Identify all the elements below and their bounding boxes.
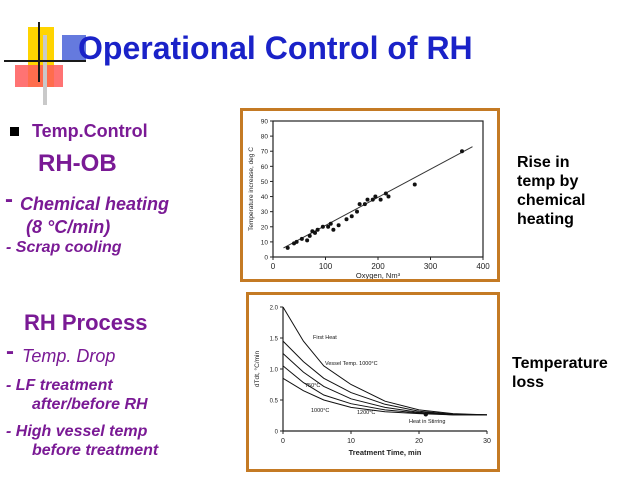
x-tick-label: 10: [347, 438, 355, 445]
y-tick-label: 40: [261, 194, 269, 201]
data-point: [328, 221, 333, 226]
data-point: [331, 227, 336, 232]
data-point: [299, 236, 304, 241]
y-tick-label: 0: [275, 430, 279, 436]
data-point: [373, 194, 378, 199]
y-tick-label: 1.0: [270, 368, 279, 374]
y-tick-label: 1.5: [270, 337, 279, 343]
heating-rate: (8 °C/min): [26, 217, 111, 237]
y-tick-label: 60: [261, 164, 269, 171]
bullet-icon: [10, 127, 19, 136]
data-point: [365, 197, 370, 202]
x-tick-label: 300: [424, 262, 438, 271]
temp-drop-dash: -: [6, 338, 14, 365]
data-point: [460, 149, 464, 154]
lf-treatment-line2: after/before RH: [32, 396, 148, 413]
high-vessel-line1: - High vessel temp: [6, 423, 148, 440]
y-tick-label: 50: [261, 179, 269, 186]
data-point: [336, 223, 341, 228]
y-axis-label: Temperature increase, deg C: [248, 147, 255, 231]
curve-annotation: 1000°C: [311, 408, 329, 414]
y-tick-label: 90: [261, 119, 269, 126]
series-curve: [282, 340, 488, 416]
data-point: [320, 224, 325, 229]
data-point: [383, 191, 388, 196]
y-tick-label: 30: [261, 209, 269, 216]
rise-label-line4: heating: [517, 211, 574, 228]
y-tick-label: 80: [261, 134, 269, 141]
curve-annotation: Heat in Stirring: [409, 419, 445, 425]
data-point: [285, 245, 290, 250]
y-tick-label: 2.0: [270, 306, 279, 312]
temperature-loss-chart: 0 10 20 30 0 0.5 1.0 1.5 2.0 Treatment Time, min d…: [253, 306, 491, 458]
curve-annotation: 1200°C: [357, 410, 375, 416]
y-tick-label: 0: [264, 255, 268, 262]
data-point: [412, 182, 417, 187]
x-tick-label: 400: [476, 262, 490, 271]
oxygen-temperature-chart: 0 100 200 300 400 0 10 20 30 40 50 60 70 80 90 Oxygen, …: [248, 119, 490, 281]
y-tick-label: 10: [261, 239, 269, 246]
x-tick-label: 200: [371, 262, 385, 271]
x-tick-label: 0: [281, 438, 285, 445]
series-curve: [282, 377, 487, 416]
data-point: [386, 194, 391, 199]
chem-heating-dash: -: [5, 186, 13, 213]
chem-heating-text: Chemical heating: [20, 194, 170, 214]
data-point: [357, 202, 362, 207]
rise-label-line1: Rise in: [517, 154, 570, 171]
data-point: [315, 227, 320, 232]
data-point: [313, 230, 317, 235]
scrap-cooling: - Scrap cooling: [6, 239, 122, 256]
data-point: [326, 224, 331, 229]
corner-decoration-bar: [43, 35, 47, 105]
rh-process-label: RH Process: [24, 310, 148, 335]
loss-label-line1: Temperature: [512, 355, 608, 372]
y-tick-label: 70: [261, 149, 269, 156]
temp-control-label: Temp.Control: [32, 121, 148, 141]
corner-decoration-blue: [62, 35, 86, 61]
loss-label-line2: loss: [512, 374, 545, 391]
corner-decoration-line: [4, 60, 86, 62]
x-tick-label: 30: [483, 438, 491, 445]
data-point: [349, 214, 354, 219]
x-tick-label: 0: [271, 262, 276, 271]
rh-ob-label: RH-OB: [38, 150, 117, 177]
data-point: [344, 217, 349, 222]
data-point: [307, 233, 312, 238]
data-point: [378, 197, 383, 202]
y-axis-label: dTdt, °C/min: [253, 351, 261, 388]
stirring-marker: [423, 412, 428, 417]
x-tick-label: 100: [319, 262, 333, 271]
data-point: [355, 209, 359, 214]
rise-label-line2: temp by: [517, 173, 579, 190]
rise-label-line3: chemical: [517, 192, 586, 209]
chart-frame-oxygen: 0 100 200 300 400 0 10 20 30 40 50 60 70 80 90 Oxygen, …: [240, 108, 500, 282]
data-point: [294, 239, 299, 244]
y-tick-label: 0.5: [270, 399, 279, 405]
data-point: [370, 197, 375, 202]
data-point: [362, 202, 367, 207]
y-tick-label: 20: [261, 224, 269, 231]
curve-annotation: Vessel Temp. 1000°C: [325, 361, 378, 367]
series-curve: [282, 353, 488, 416]
slide-title: Operational Control of RH: [78, 30, 473, 66]
high-vessel-line2: before treatment: [32, 442, 159, 459]
lf-treatment-line1: - LF treatment: [6, 377, 113, 394]
x-tick-label: 20: [415, 438, 423, 445]
curve-annotation: First Heat: [313, 335, 337, 341]
corner-decoration-line-vertical: [38, 22, 40, 82]
series-curve: [282, 306, 488, 416]
temp-drop-text: Temp. Drop: [22, 346, 116, 366]
chart-frame-temp-loss: 0 10 20 30 0 0.5 1.0 1.5 2.0 Treatment Time, min d…: [246, 292, 500, 472]
curve-annotation: 750°C: [305, 383, 320, 389]
x-axis-label: Oxygen, Nm³: [356, 271, 401, 279]
x-axis-label: Treatment Time, min: [349, 448, 422, 457]
data-point: [305, 238, 310, 243]
